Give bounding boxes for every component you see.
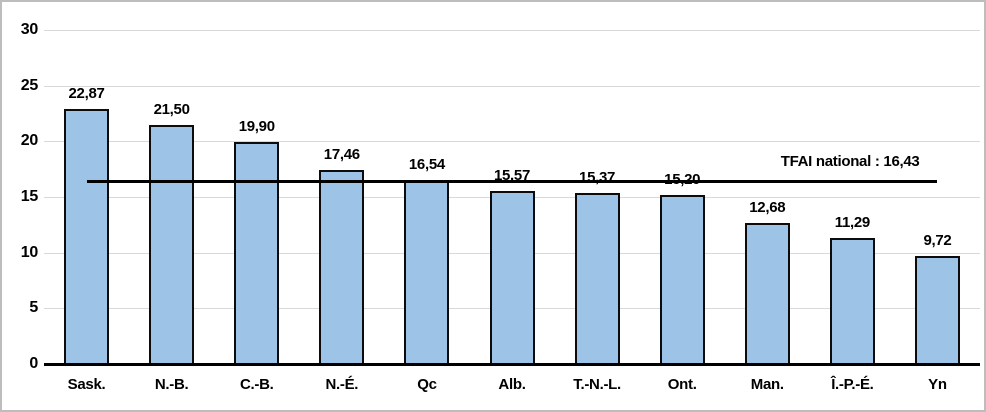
- bar-value-label: 22,87: [68, 85, 105, 103]
- gridline: [44, 85, 980, 87]
- bar-value-label: 12,68: [749, 198, 786, 216]
- bar-value-label: 21,50: [153, 100, 190, 118]
- reference-line: [86, 179, 938, 183]
- category-label: Î.-P.-É.: [831, 376, 874, 393]
- y-tick-label: 20: [20, 132, 39, 150]
- bar-value-label: 19,90: [238, 118, 275, 136]
- bar-value-label: 9,72: [923, 231, 952, 249]
- bar: [234, 142, 280, 364]
- y-tick-label: 0: [29, 355, 38, 372]
- bar: [319, 169, 365, 364]
- y-tick-label: 10: [20, 243, 39, 261]
- bar-value-label: 11,29: [834, 214, 871, 232]
- bar: [404, 179, 450, 364]
- category-label: Yn: [928, 376, 947, 393]
- bar: [659, 194, 705, 364]
- category-label: Sask.: [67, 376, 106, 393]
- category-label: Man.: [750, 376, 784, 393]
- bar-value-label: 15,20: [664, 170, 701, 188]
- bar: [914, 255, 960, 364]
- gridline: [44, 141, 980, 143]
- category-label: Qc: [417, 376, 437, 393]
- gridline: [44, 30, 980, 31]
- y-tick-label: 5: [29, 299, 38, 317]
- x-axis-line: [44, 363, 980, 366]
- bar: [149, 124, 195, 364]
- reference-line-label: TFAI national : 16,43: [780, 153, 920, 171]
- y-tick-label: 15: [20, 188, 39, 205]
- category-label: N.-B.: [154, 376, 189, 393]
- bar: [744, 222, 790, 364]
- bar: [574, 192, 620, 364]
- category-label: Ont.: [667, 376, 697, 393]
- category-label: T.-N.-L.: [573, 376, 621, 393]
- bar-value-label: 16,54: [408, 155, 445, 173]
- y-tick-label: 30: [20, 21, 39, 38]
- category-label: Alb.: [498, 376, 526, 393]
- bar: [489, 190, 535, 364]
- bar: [64, 109, 110, 364]
- bar: [829, 238, 875, 364]
- bar-value-label: 17,46: [323, 145, 360, 163]
- category-label: N.-É.: [325, 376, 359, 393]
- category-label: C.-B.: [239, 376, 274, 393]
- y-tick-label: 25: [20, 76, 39, 94]
- bar-value-label: 15,57: [493, 166, 531, 184]
- bar-value-label: 15,37: [579, 168, 616, 186]
